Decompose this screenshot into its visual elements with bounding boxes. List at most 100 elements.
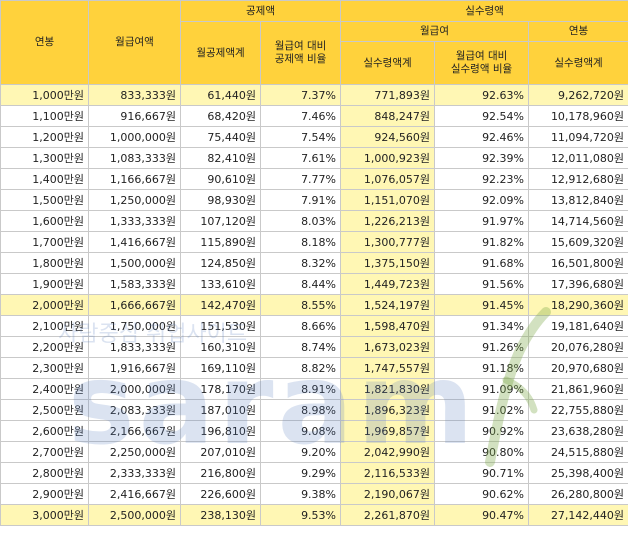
cell-net-ratio: 90.92% — [434, 420, 530, 442]
cell-net-monthly: 924,560원 — [340, 126, 436, 148]
cell-monthly: 1,916,667원 — [88, 357, 181, 379]
cell-net-ratio: 90.47% — [434, 504, 530, 526]
cell-annual: 3,000만원 — [0, 504, 89, 526]
table-row: 1,100만원 916,667원 68,420원 7.46% 848,247원 92.54… — [0, 105, 628, 127]
cell-annual: 1,200만원 — [0, 126, 89, 148]
cell-net-annual: 9,262,720원 — [528, 84, 628, 106]
cell-deduction-total: 124,850원 — [180, 252, 261, 274]
cell-net-ratio: 90.71% — [434, 462, 530, 484]
cell-net-monthly: 1,151,070원 — [340, 189, 436, 211]
cell-monthly: 1,750,000원 — [88, 315, 181, 337]
cell-net-ratio: 91.56% — [434, 273, 530, 295]
cell-deduction-ratio: 8.82% — [259, 357, 342, 379]
cell-monthly: 1,500,000원 — [88, 252, 181, 274]
cell-monthly: 1,166,667원 — [88, 168, 181, 190]
table-row: 1,800만원 1,500,000원 124,850원 8.32% 1,375,150원… — [0, 252, 628, 274]
cell-net-monthly: 2,190,067원 — [340, 483, 436, 505]
cell-net-annual: 13,812,840원 — [528, 189, 628, 211]
cell-net-ratio: 91.34% — [434, 315, 530, 337]
cell-net-monthly: 1,896,323원 — [340, 399, 436, 421]
cell-annual: 1,900만원 — [0, 273, 89, 295]
cell-net-monthly: 1,821,830원 — [340, 378, 436, 400]
cell-net-ratio: 92.23% — [434, 168, 530, 190]
cell-net-annual: 11,094,720원 — [528, 126, 628, 148]
cell-net-annual: 18,290,360원 — [528, 294, 628, 316]
header-net-monthly-group: 월급여 — [340, 21, 530, 42]
cell-net-monthly: 2,116,533원 — [340, 462, 436, 484]
cell-net-monthly: 1,598,470원 — [340, 315, 436, 337]
cell-monthly: 1,416,667원 — [88, 231, 181, 253]
cell-net-monthly: 1,375,150원 — [340, 252, 436, 274]
cell-deduction-total: 187,010원 — [180, 399, 261, 421]
cell-annual: 2,600만원 — [0, 420, 89, 442]
cell-deduction-total: 238,130원 — [180, 504, 261, 526]
table-row: 2,200만원 1,833,333원 160,310원 8.74% 1,673,023원… — [0, 336, 628, 358]
cell-deduction-ratio: 7.46% — [259, 105, 342, 127]
table-row: 2,500만원 2,083,333원 187,010원 8.98% 1,896,323원… — [0, 399, 628, 421]
cell-deduction-total: 90,610원 — [180, 168, 261, 190]
cell-net-ratio: 92.39% — [434, 147, 530, 169]
cell-net-monthly: 771,893원 — [340, 84, 436, 106]
cell-monthly: 2,500,000원 — [88, 504, 181, 526]
cell-net-monthly: 1,673,023원 — [340, 336, 436, 358]
cell-deduction-ratio: 8.18% — [259, 231, 342, 253]
cell-net-annual: 20,076,280원 — [528, 336, 628, 358]
cell-deduction-total: 196,810원 — [180, 420, 261, 442]
cell-deduction-total: 98,930원 — [180, 189, 261, 211]
cell-deduction-ratio: 7.91% — [259, 189, 342, 211]
cell-net-monthly: 1,969,857원 — [340, 420, 436, 442]
table-row: 1,700만원 1,416,667원 115,890원 8.18% 1,300,777원… — [0, 231, 628, 253]
header-net-ratio: 월급여 대비 실수령액 비율 — [434, 41, 530, 85]
cell-deduction-total: 142,470원 — [180, 294, 261, 316]
cell-monthly: 1,250,000원 — [88, 189, 181, 211]
header-net-monthly-total: 실수령액계 — [340, 41, 436, 85]
header-annual: 연봉 — [0, 0, 89, 85]
cell-deduction-ratio: 9.38% — [259, 483, 342, 505]
header-deduction-ratio: 월급여 대비 공제액 비율 — [259, 21, 342, 85]
cell-monthly: 1,666,667원 — [88, 294, 181, 316]
cell-annual: 1,800만원 — [0, 252, 89, 274]
cell-deduction-ratio: 7.77% — [259, 168, 342, 190]
cell-deduction-ratio: 7.54% — [259, 126, 342, 148]
cell-net-ratio: 91.97% — [434, 210, 530, 232]
cell-monthly: 1,333,333원 — [88, 210, 181, 232]
table-row: 2,300만원 1,916,667원 169,110원 8.82% 1,747,557원… — [0, 357, 628, 379]
cell-net-annual: 20,970,680원 — [528, 357, 628, 379]
cell-monthly: 1,833,333원 — [88, 336, 181, 358]
cell-deduction-ratio: 8.55% — [259, 294, 342, 316]
cell-deduction-total: 226,600원 — [180, 483, 261, 505]
cell-deduction-ratio: 8.74% — [259, 336, 342, 358]
table-row: 1,000만원 833,333원 61,440원 7.37% 771,893원 92.63… — [0, 84, 628, 106]
cell-deduction-total: 207,010원 — [180, 441, 261, 463]
cell-deduction-total: 107,120원 — [180, 210, 261, 232]
cell-annual: 1,300만원 — [0, 147, 89, 169]
cell-deduction-ratio: 9.29% — [259, 462, 342, 484]
cell-net-ratio: 91.68% — [434, 252, 530, 274]
cell-net-monthly: 1,449,723원 — [340, 273, 436, 295]
cell-net-annual: 25,398,400원 — [528, 462, 628, 484]
cell-annual: 2,100만원 — [0, 315, 89, 337]
table-row: 1,300만원 1,083,333원 82,410원 7.61% 1,000,923원 9… — [0, 147, 628, 169]
table-row: 2,100만원 1,750,000원 151,530원 8.66% 1,598,470원… — [0, 315, 628, 337]
cell-deduction-ratio: 9.53% — [259, 504, 342, 526]
cell-net-monthly: 848,247원 — [340, 105, 436, 127]
table-body: 1,000만원 833,333원 61,440원 7.37% 771,893원 92.63… — [0, 84, 628, 526]
table-row: 2,400만원 2,000,000원 178,170원 8.91% 1,821,830원… — [0, 378, 628, 400]
header-net-annual-total: 실수령액계 — [528, 41, 628, 85]
cell-net-monthly: 1,000,923원 — [340, 147, 436, 169]
cell-monthly: 2,166,667원 — [88, 420, 181, 442]
table-row: 3,000만원 2,500,000원 238,130원 9.53% 2,261,870원… — [0, 504, 628, 526]
cell-net-monthly: 2,261,870원 — [340, 504, 436, 526]
cell-annual: 2,900만원 — [0, 483, 89, 505]
cell-annual: 1,100만원 — [0, 105, 89, 127]
cell-annual: 2,700만원 — [0, 441, 89, 463]
cell-net-ratio: 92.54% — [434, 105, 530, 127]
cell-net-annual: 24,515,880원 — [528, 441, 628, 463]
table-row: 2,800만원 2,333,333원 216,800원 9.29% 2,116,533원… — [0, 462, 628, 484]
cell-monthly: 833,333원 — [88, 84, 181, 106]
cell-annual: 1,400만원 — [0, 168, 89, 190]
cell-monthly: 1,083,333원 — [88, 147, 181, 169]
table-row: 1,600만원 1,333,333원 107,120원 8.03% 1,226,213원… — [0, 210, 628, 232]
cell-deduction-ratio: 8.32% — [259, 252, 342, 274]
cell-deduction-ratio: 8.91% — [259, 378, 342, 400]
